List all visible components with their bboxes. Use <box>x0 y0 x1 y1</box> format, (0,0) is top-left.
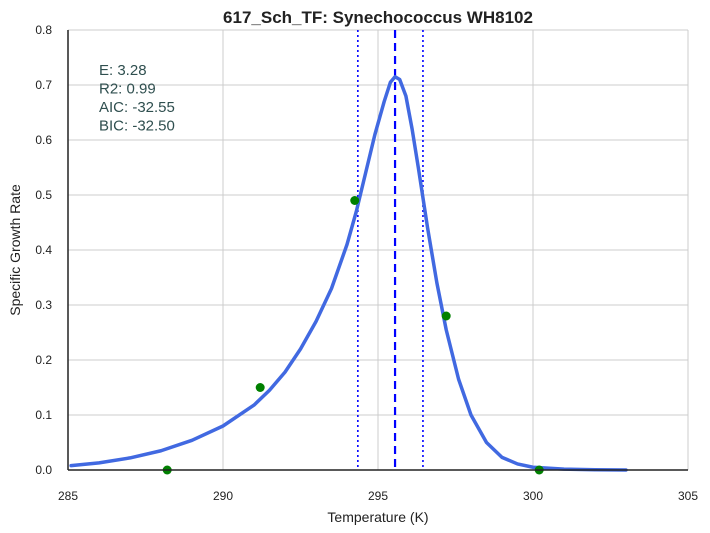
x-tick-label: 305 <box>678 489 698 503</box>
chart-title: 617_Sch_TF: Synechococcus WH8102 <box>223 8 533 27</box>
grid <box>68 29 689 470</box>
y-tick-label: 0.4 <box>35 243 52 257</box>
axes <box>67 30 688 471</box>
y-tick-label: 0.7 <box>35 78 52 92</box>
y-tick-label: 0.8 <box>35 23 52 37</box>
y-tick-label: 0.5 <box>35 188 52 202</box>
stats-line: E: 3.28 <box>99 62 147 79</box>
stats-line: BIC: -32.50 <box>99 118 175 135</box>
y-tick-label: 0.1 <box>35 408 52 422</box>
data-point <box>441 311 451 321</box>
x-tick-label: 290 <box>213 489 233 503</box>
tick-labels: 285 290 295 300 305 0.0 0.1 0.2 0.3 0.4 0.5 0.6 0.7 0… <box>35 23 698 503</box>
y-tick-label: 0.2 <box>35 353 52 367</box>
fit-curve <box>69 75 628 472</box>
stats-line: R2: 0.99 <box>99 81 156 98</box>
y-axis-label: Specific Growth Rate <box>7 184 23 316</box>
x-tick-label: 300 <box>523 489 543 503</box>
stats-line: AIC: -32.55 <box>99 99 175 116</box>
y-tick-label: 0.0 <box>35 463 52 477</box>
data-point <box>350 196 360 205</box>
y-tick-label: 0.6 <box>35 133 52 147</box>
reference-lines <box>357 30 424 470</box>
y-tick-label: 0.3 <box>35 298 52 312</box>
x-tick-label: 295 <box>368 489 388 503</box>
data-point <box>255 383 265 392</box>
x-tick-label: 285 <box>58 489 78 503</box>
x-axis-label: Temperature (K) <box>327 509 428 525</box>
